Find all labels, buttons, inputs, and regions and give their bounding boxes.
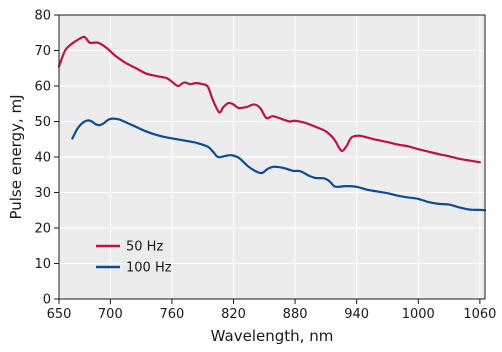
x-axis-ticks: 650 700 760 820 880 940 1000 1060 xyxy=(47,299,496,322)
y-tick-label: 20 xyxy=(34,222,51,237)
x-tick-label: 700 xyxy=(98,307,123,322)
data-series xyxy=(57,35,487,212)
grid-lines xyxy=(59,15,485,299)
y-tick-label: 40 xyxy=(34,151,51,166)
x-tick-label: 760 xyxy=(160,307,185,322)
x-axis-label: Wavelength, nm xyxy=(211,327,334,345)
y-tick-label: 0 xyxy=(43,293,51,308)
y-tick-label: 60 xyxy=(34,80,51,95)
y-tick-label: 80 xyxy=(34,9,51,24)
x-tick-label: 940 xyxy=(344,307,369,322)
y-axis-ticks: 0 10 20 30 40 50 60 70 80 xyxy=(34,9,59,308)
legend-label: 50 Hz xyxy=(126,240,163,255)
y-tick-label: 30 xyxy=(34,186,51,201)
x-tick-label: 1000 xyxy=(402,307,435,322)
series-line-50hz xyxy=(57,35,481,164)
y-tick-label: 70 xyxy=(34,44,51,59)
y-tick-label: 10 xyxy=(34,257,51,272)
y-axis-label: Pulse energy, mJ xyxy=(7,94,25,219)
legend: 50 Hz 100 Hz xyxy=(96,240,172,276)
x-tick-label: 650 xyxy=(47,307,72,322)
y-tick-label: 50 xyxy=(34,115,51,130)
x-tick-label: 820 xyxy=(221,307,246,322)
series-line-100hz xyxy=(71,117,487,212)
legend-label: 100 Hz xyxy=(126,261,172,276)
x-tick-label: 880 xyxy=(283,307,308,322)
x-tick-label: 1060 xyxy=(463,307,496,322)
